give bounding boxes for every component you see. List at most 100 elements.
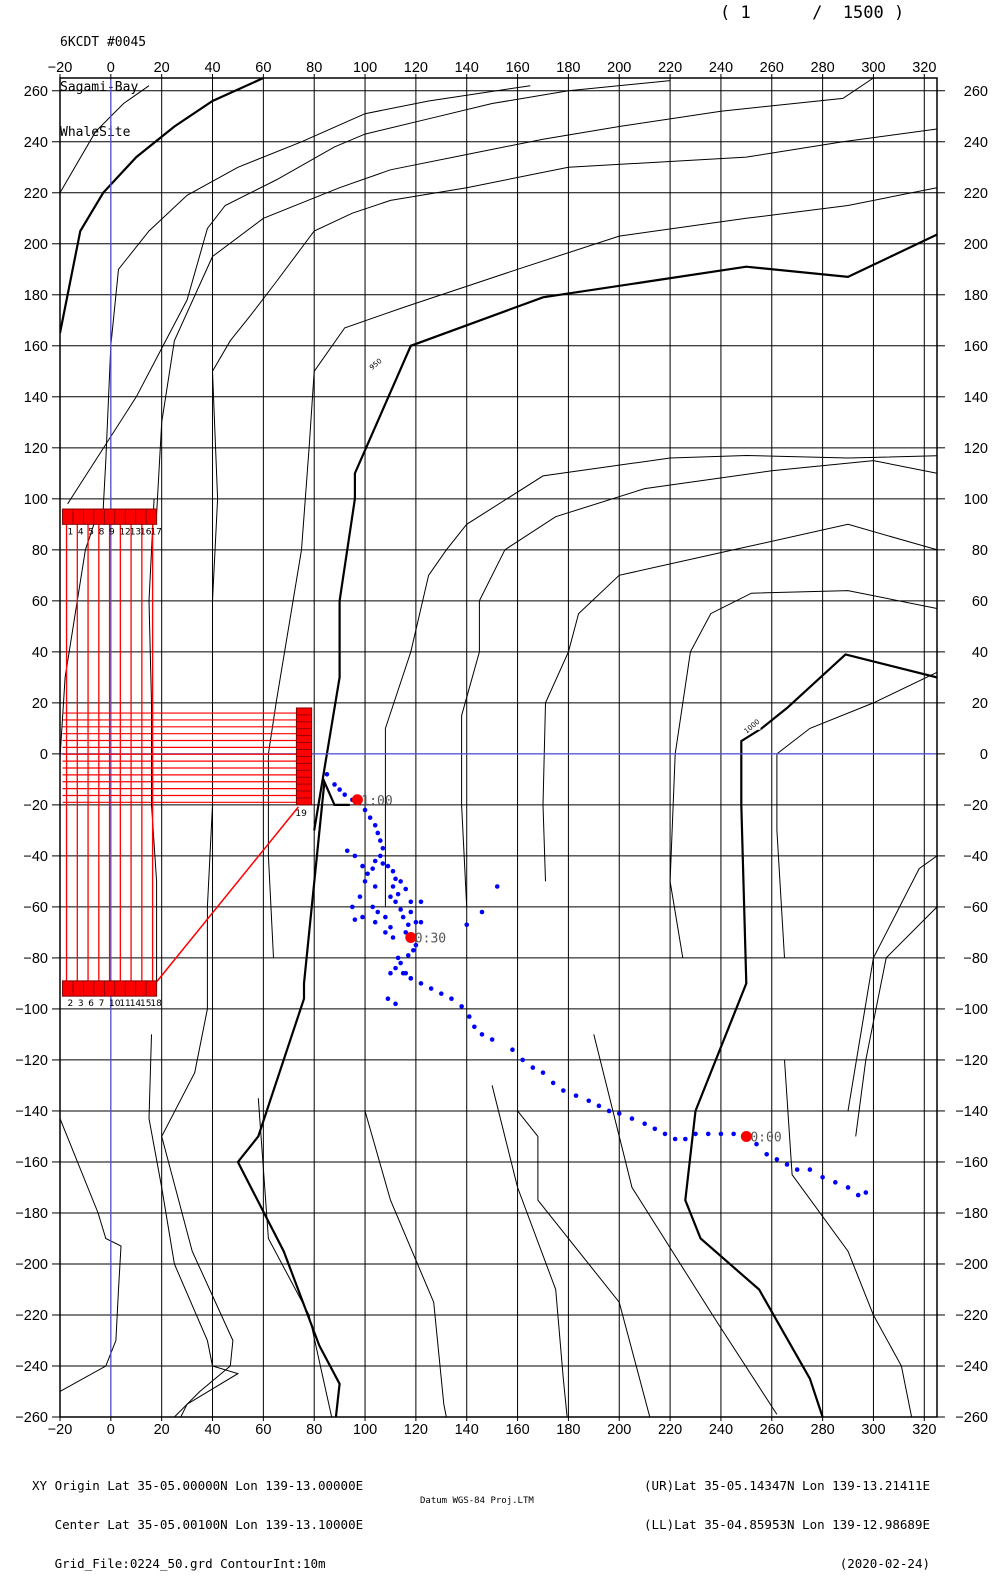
contour-label-bg (366, 358, 385, 368)
y-tick-label-right: −80 (963, 951, 988, 967)
contour-line (206, 128, 937, 1009)
track-point (344, 848, 350, 854)
track-point (472, 1024, 477, 1030)
contour-line (669, 590, 937, 958)
track-point (352, 917, 358, 922)
track-point (672, 1136, 678, 1142)
track-point (357, 894, 363, 900)
x-tick-label-top: 200 (607, 60, 631, 76)
survey-box-south (62, 980, 158, 997)
contour-line (784, 1059, 913, 1417)
track-point (375, 909, 381, 915)
survey-connector-line (156, 806, 299, 983)
survey-station-label: 5 (88, 527, 94, 537)
track-point (383, 914, 388, 920)
survey-station-label: 11 (119, 999, 130, 1009)
contour-line (384, 454, 937, 907)
track-point (428, 986, 434, 991)
track-point (393, 899, 398, 905)
track-point (365, 871, 370, 877)
track-point (398, 879, 403, 884)
track-point (342, 792, 348, 797)
x-tick-label-bottom: 100 (353, 1422, 377, 1438)
track-point (629, 1116, 635, 1121)
time-marker-label: 0:00 (750, 1130, 781, 1145)
x-tick-label-top: −20 (48, 60, 73, 76)
y-tick-label-left: 200 (24, 237, 48, 253)
y-tick-label-left: −200 (15, 1257, 48, 1273)
track-point (398, 907, 403, 912)
x-tick-label-top: 160 (505, 60, 529, 76)
y-tick-label-right: 0 (980, 747, 988, 763)
survey-station-label: 8 (99, 527, 105, 537)
track-point (616, 1111, 622, 1116)
track-point (352, 853, 358, 859)
track-point (466, 1014, 472, 1019)
contour-line (60, 85, 150, 194)
track-point (405, 922, 411, 928)
survey-station-label: 17 (150, 527, 161, 537)
footer-datum: Datum WGS-84 Proj.LTM (420, 1496, 534, 1506)
track-point (395, 891, 401, 897)
track-point (418, 981, 424, 986)
track-point (395, 955, 401, 961)
track-point (324, 771, 330, 777)
x-tick-label-bottom: 180 (556, 1422, 580, 1438)
x-tick-label-top: 60 (255, 60, 271, 76)
x-tick-label-bottom: 40 (204, 1422, 220, 1438)
contour-line (517, 1110, 651, 1417)
track-point (403, 886, 409, 892)
time-marker-label: 1:00 (361, 794, 392, 809)
plot-frame (59, 77, 938, 1418)
x-tick-label-top: 280 (811, 60, 835, 76)
contour-label-bg (742, 720, 761, 730)
track-point (375, 830, 381, 836)
track-point (383, 930, 388, 935)
contour-line (542, 523, 937, 882)
y-tick-label-right: 20 (972, 696, 988, 712)
track-point (385, 996, 391, 1002)
track-point (833, 1180, 838, 1185)
contour-line (60, 519, 97, 766)
contour-line (313, 233, 937, 831)
track-point (418, 919, 424, 925)
footer-ll: (LL)Lat 35-04.85953N Lon 139-12.98689E (644, 1517, 930, 1532)
contour-line (236, 777, 350, 1417)
y-tick-label-right: −100 (955, 1002, 988, 1018)
contour-line (257, 1098, 333, 1417)
contour-line (694, 653, 937, 1112)
track-point (403, 970, 409, 976)
track-point (573, 1093, 579, 1098)
x-tick-label-top: 300 (861, 60, 885, 76)
track-point (390, 884, 396, 889)
footer-center: Center Lat 35-05.00100N Lon 139-13.10000… (32, 1517, 364, 1532)
y-tick-label-left: 260 (24, 84, 48, 100)
x-tick-label-bottom: 300 (861, 1422, 885, 1438)
y-tick-label-left: −80 (23, 951, 48, 967)
track-point (489, 1037, 495, 1042)
track-point (385, 863, 391, 869)
dive-track (324, 771, 869, 1198)
track-point (367, 815, 373, 820)
track-point (390, 868, 396, 874)
y-tick-label-left: 40 (32, 645, 48, 661)
y-tick-label-right: −20 (963, 798, 988, 814)
x-tick-label-bottom: 80 (306, 1422, 322, 1438)
track-point (855, 1192, 861, 1198)
survey-station-label: 1 (68, 527, 74, 537)
x-tick-label-bottom: 20 (154, 1422, 170, 1438)
y-tick-label-right: −240 (955, 1359, 988, 1375)
x-tick-label-top: 100 (353, 60, 377, 76)
track-point (337, 787, 342, 792)
y-tick-label-left: 100 (24, 492, 48, 508)
y-tick-label-right: 100 (964, 492, 988, 508)
survey-station-label: 16 (140, 527, 152, 537)
y-tick-label-right: −140 (955, 1104, 988, 1120)
track-point (479, 1032, 485, 1037)
x-tick-label-top: 140 (455, 60, 479, 76)
y-tick-label-left: 120 (24, 441, 48, 457)
track-point (418, 899, 424, 905)
track-point (731, 1131, 736, 1137)
track-point (405, 953, 411, 958)
x-tick-label-top: 20 (154, 60, 170, 76)
